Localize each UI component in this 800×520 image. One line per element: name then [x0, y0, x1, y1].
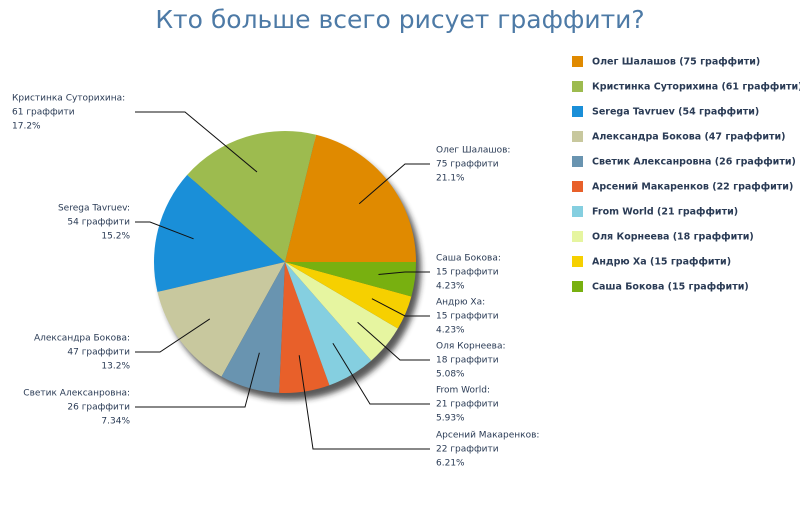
value-label: 15 граффити	[436, 268, 499, 278]
legend-swatch	[572, 281, 583, 292]
slice-label: Кристинка Суторихина:	[12, 94, 125, 104]
leader-line	[135, 352, 260, 408]
value-label: 61 граффити	[12, 108, 75, 118]
pie-slice	[157, 262, 285, 377]
legend-label: Светик Алексанровна (26 граффити)	[592, 157, 796, 168]
leader-line	[298, 355, 430, 450]
pie-slice	[285, 134, 416, 262]
pie-slice	[153, 174, 285, 292]
slice-label: Арсений Макаренков:	[436, 431, 539, 441]
slice-label: Светик Алексанровна:	[23, 389, 130, 399]
legend-label: Оля Корнеева (18 граффити)	[592, 232, 754, 243]
percent-label: 21.1%	[436, 174, 465, 184]
chart-title: Кто больше всего рисует граффити?	[155, 5, 644, 34]
leader-line	[371, 298, 430, 317]
value-label: 54 граффити	[67, 218, 130, 228]
pie-slice	[285, 262, 398, 361]
value-label: 22 граффити	[436, 445, 499, 455]
slice-label: From World:	[436, 386, 490, 396]
value-label: 18 граффити	[436, 356, 499, 366]
legend-swatch	[572, 56, 583, 67]
value-label: 75 граффити	[436, 160, 499, 170]
slice-label: Serega Tavruev:	[58, 204, 130, 214]
pie-slice	[187, 131, 317, 262]
legend-swatch	[572, 81, 583, 92]
legend-swatch	[572, 206, 583, 217]
percent-label: 7.34%	[101, 417, 130, 427]
pie-slice	[221, 262, 285, 393]
leader-line	[135, 221, 194, 240]
slice-label: Оля Корнеева:	[436, 342, 506, 352]
leader-line	[332, 343, 430, 405]
legend-label: Саша Бокова (15 граффити)	[592, 282, 749, 293]
legend-label: From World (21 граффити)	[592, 207, 738, 218]
legend-label: Андрю Ха (15 граффити)	[592, 257, 731, 268]
legend-swatch	[572, 231, 583, 242]
leader-line	[358, 163, 430, 205]
pie-slice	[279, 262, 330, 393]
slice-label: Олег Шалашов:	[436, 146, 510, 156]
value-label: 26 граффити	[67, 403, 130, 413]
percent-label: 5.93%	[436, 414, 465, 424]
percent-label: 13.2%	[101, 362, 130, 372]
leader-line	[378, 271, 430, 276]
slice-label: Саша Бокова:	[436, 254, 501, 264]
legend-swatch	[572, 106, 583, 117]
percent-label: 6.21%	[436, 459, 465, 469]
legend: Олег Шалашов (75 граффити) Кристинка Суто…	[572, 56, 800, 293]
value-label: 15 граффити	[436, 312, 499, 322]
percent-label: 4.23%	[436, 282, 465, 292]
legend-label: Александра Бокова (47 граффити)	[592, 132, 786, 143]
legend-swatch	[572, 181, 583, 192]
slice-label: Андрю Ха:	[436, 298, 485, 308]
value-label: 47 граффити	[67, 348, 130, 358]
pie-slice	[285, 262, 372, 386]
pie-slice	[285, 262, 416, 297]
legend-label: Арсений Макаренков (22 граффити)	[592, 182, 793, 193]
pie-slice	[285, 262, 412, 329]
leader-line	[135, 318, 211, 353]
slice-label: Александра Бокова:	[34, 334, 130, 344]
legend-label: Serega Tavruev (54 граффити)	[592, 107, 759, 118]
percent-label: 17.2%	[12, 122, 41, 132]
percent-label: 5.08%	[436, 370, 465, 380]
value-label: 21 граффити	[436, 400, 499, 410]
leader-line	[135, 111, 258, 173]
legend-label: Олег Шалашов (75 граффити)	[592, 57, 760, 68]
percent-label: 15.2%	[101, 232, 130, 242]
legend-swatch	[572, 156, 583, 167]
legend-label: Кристинка Суторихина (61 граффити)	[592, 82, 800, 93]
legend-swatch	[572, 131, 583, 142]
legend-swatch	[572, 256, 583, 267]
leader-line	[357, 321, 430, 361]
percent-label: 4.23%	[436, 326, 465, 336]
